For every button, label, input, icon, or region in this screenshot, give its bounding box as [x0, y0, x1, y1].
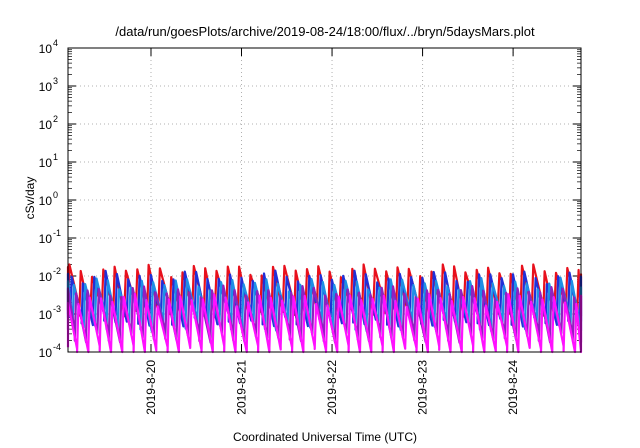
y-tick-exponent: 0	[53, 190, 58, 200]
y-tick-exponent: -1	[53, 228, 61, 238]
series-line-5	[66, 292, 583, 354]
y-tick-label: 10	[39, 42, 53, 56]
y-tick-label: 10	[39, 232, 53, 246]
y-tick-exponent: -3	[53, 304, 61, 314]
y-tick-exponent: -4	[53, 342, 61, 352]
y-tick-label: 10	[39, 80, 53, 94]
y-tick-label: 10	[39, 156, 53, 170]
x-tick-label: 2019-8-22	[325, 360, 339, 415]
y-tick-exponent: 2	[53, 114, 58, 124]
y-tick-exponent: 3	[53, 76, 58, 86]
y-tick-label: 10	[39, 346, 53, 360]
y-tick-label: 10	[39, 308, 53, 322]
x-tick-label: 2019-8-20	[144, 360, 158, 415]
y-tick-label: 10	[39, 118, 53, 132]
chart-title: /data/run/goesPlots/archive/2019-08-24/1…	[115, 24, 535, 39]
y-tick-label: 10	[39, 194, 53, 208]
y-tick-label: 10	[39, 270, 53, 284]
x-tick-label: 2019-8-24	[506, 360, 520, 415]
series-lines	[66, 263, 583, 354]
plot-frame	[67, 47, 582, 353]
y-tick-exponent: -2	[53, 266, 61, 276]
y-tick-exponent: 4	[53, 38, 58, 48]
x-tick-label: 2019-8-21	[235, 360, 249, 415]
x-axis-label: Coordinated Universal Time (UTC)	[233, 430, 417, 444]
y-axis-label: cSv/day	[23, 177, 37, 220]
x-tick-label: 2019-8-23	[416, 360, 430, 415]
y-tick-exponent: 1	[53, 152, 58, 162]
x-axis-ticks: 2019-8-20 2019-8-21 2019-8-22 2019-8-23 2019…	[144, 48, 520, 415]
